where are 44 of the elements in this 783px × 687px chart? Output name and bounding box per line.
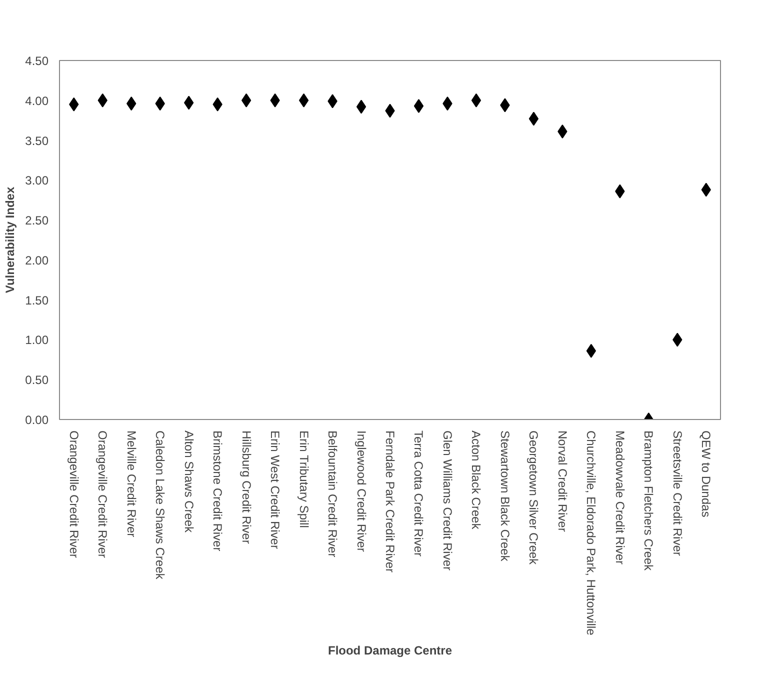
y-tick-label: 0.00 (25, 413, 49, 427)
y-tick-label: 4.50 (25, 54, 49, 68)
y-tick-label: 1.00 (25, 333, 49, 348)
x-tick-label: Ferndale Park Credit River (383, 430, 397, 573)
x-tick-label: QEW to Dundas (699, 430, 714, 518)
x-axis-title: Flood Damage Centre (328, 643, 452, 658)
x-tick-label: Glen Williams Credit River (440, 430, 454, 571)
x-tick-label: Brimstone Credit River (210, 430, 225, 552)
y-tick-label: 1.50 (25, 293, 49, 308)
x-tick-label: Brampton Fletchers Creek (642, 430, 656, 572)
x-tick-label: Erin Tributary Spill (296, 430, 311, 528)
x-tick-label: Terra Cotta Credit River (412, 430, 426, 557)
point (558, 124, 568, 138)
y-tick-label: 4.00 (25, 94, 49, 108)
x-tick-label: Orangeville Credit River (66, 430, 81, 558)
x-tick-label: Streetsville Credit River (670, 430, 684, 556)
x-tick-label: Belfountain Credit River (326, 430, 340, 558)
point (586, 344, 596, 358)
x-tick-label: Melville Credit River (124, 430, 138, 538)
point (241, 93, 252, 108)
y-tick-label: 3.50 (25, 134, 49, 148)
x-tick-label: Orangeville Credit River (96, 430, 110, 558)
x-tick-label: Caledon Lake Shaws Creek (153, 430, 168, 580)
x-tick-label: Hillsburg Credit River (239, 430, 254, 544)
x-tick-label: Meadowvale Credit River (612, 430, 627, 565)
x-tick-label: Erin West Credit River (268, 430, 282, 549)
y-tick-label: 2.00 (25, 253, 49, 268)
point (356, 100, 366, 114)
x-tick-label: Georgetown Silver Creek (526, 430, 541, 566)
y-tick-label: 0.50 (25, 373, 49, 388)
point (528, 112, 539, 126)
x-tick-label: Acton Black Creek (469, 430, 484, 530)
point (298, 93, 309, 108)
point (414, 98, 424, 113)
x-tick-label: Norval Credit River (555, 430, 570, 532)
x-tick-label: Alton Shaws Creek (182, 430, 196, 534)
point (184, 96, 194, 110)
x-tick-label: Stewartown Black Creek (498, 430, 512, 562)
y-tick-label: 2.50 (25, 214, 49, 228)
y-axis-title: Vulnerability Index (3, 186, 18, 294)
point (471, 93, 482, 108)
x-tick-label: Inglewood Credit River (354, 430, 368, 552)
y-tick-label: 3.00 (25, 174, 49, 188)
x-tick-label: Churchville, Eldorado Park, Huttonville (584, 430, 598, 636)
